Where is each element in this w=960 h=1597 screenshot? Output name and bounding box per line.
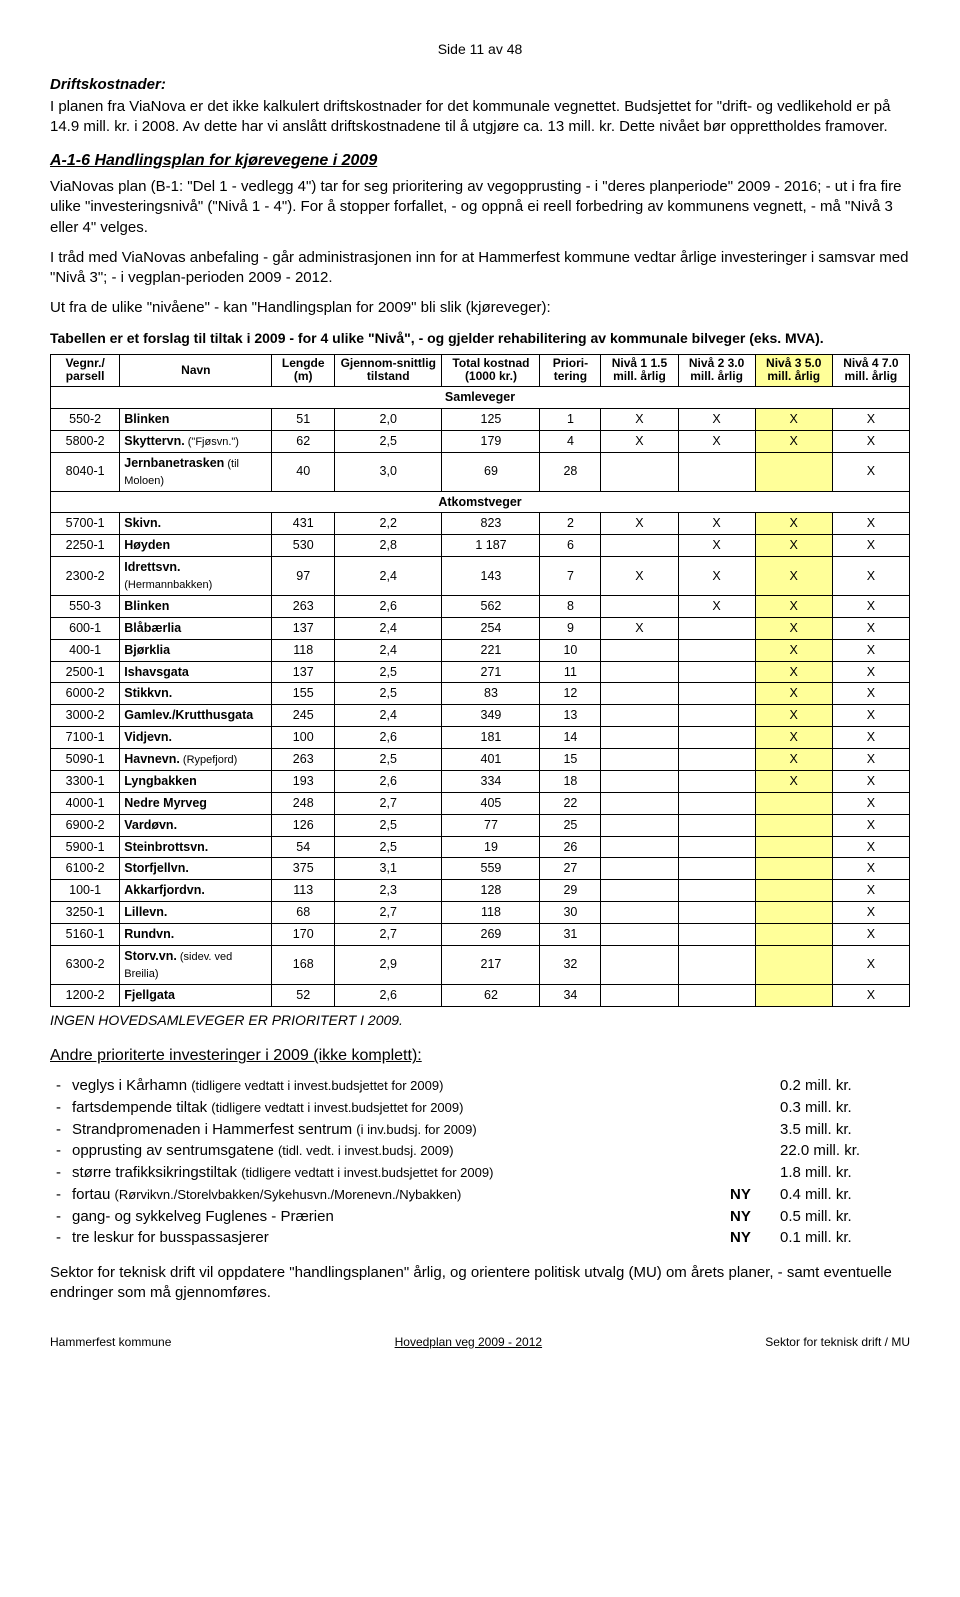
table-row: 2250-1Høyden5302,81 1876XXX xyxy=(51,535,910,557)
table-row: 5700-1Skivn.4312,28232XXXX xyxy=(51,513,910,535)
table-row: 3000-2Gamlev./Krutthusgata2452,434913XX xyxy=(51,705,910,727)
table-row: 4000-1Nedre Myrveg2482,740522X xyxy=(51,792,910,814)
table-header-row: Vegnr./ parsell Navn Lengde (m) Gjennom-… xyxy=(51,354,910,387)
investment-item: -tre leskur for busspassasjerer NY0.1 mi… xyxy=(56,1227,910,1249)
table-row: 6100-2Storfjellvn.3753,155927X xyxy=(51,858,910,880)
table-row: 600-1Blåbærlia1372,42549XXX xyxy=(51,617,910,639)
table-row: 6300-2Storv.vn. (sidev. ved Breilia)1682… xyxy=(51,945,910,984)
table-row: 2300-2Idrettsvn. (Hermannbakken)972,4143… xyxy=(51,557,910,596)
table-row: 6900-2Vardøvn.1262,57725X xyxy=(51,814,910,836)
table-row: 7100-1Vidjevn.1002,618114XX xyxy=(51,727,910,749)
col-kostnad: Total kostnad (1000 kr.) xyxy=(442,354,540,387)
section2-p2: I tråd med ViaNovas anbefaling - går adm… xyxy=(50,248,910,289)
table-row: 5160-1Rundvn.1702,726931X xyxy=(51,924,910,946)
col-tilstand: Gjennom-snittlig tilstand xyxy=(335,354,442,387)
col-vegnr: Vegnr./ parsell xyxy=(51,354,120,387)
col-niva3: Nivå 3 5.0 mill. årlig xyxy=(755,354,832,387)
table-row: 8040-1Jernbanetrasken (til Moloen)403,06… xyxy=(51,452,910,491)
footer-left: Hammerfest kommune xyxy=(50,1334,171,1350)
section2-p1: ViaNovas plan (B-1: "Del 1 - vedlegg 4")… xyxy=(50,177,910,238)
col-navn: Navn xyxy=(120,354,272,387)
table-row: 5800-2Skyttervn. ("Fjøsvn.")622,51794XXX… xyxy=(51,430,910,452)
col-niva4: Nivå 4 7.0 mill. årlig xyxy=(832,354,909,387)
investment-item: -veglys i Kårhamn (tidligere vedtatt i i… xyxy=(56,1075,910,1097)
table-note: INGEN HOVEDSAMLEVEGER ER PRIORITERT I 20… xyxy=(50,1011,910,1030)
section1-text: I planen fra ViaNova er det ikke kalkule… xyxy=(50,97,910,138)
investment-item: -gang- og sykkelveg Fuglenes - Prærien N… xyxy=(56,1206,910,1228)
closing-text: Sektor for teknisk drift vil oppdatere "… xyxy=(50,1263,910,1304)
investment-item: -fartsdempende tiltak (tidligere vedtatt… xyxy=(56,1097,910,1119)
table-row: 100-1Akkarfjordvn.1132,312829X xyxy=(51,880,910,902)
investments-heading: Andre prioriterte investeringer i 2009 (… xyxy=(50,1045,910,1067)
col-niva1: Nivå 1 1.5 mill. årlig xyxy=(601,354,678,387)
section1-title: Driftskostnader: xyxy=(50,75,910,95)
table-row: 6000-2Stikkvn.1552,58312XX xyxy=(51,683,910,705)
investment-item: -Strandpromenaden i Hammerfest sentrum (… xyxy=(56,1119,910,1141)
footer-right: Sektor for teknisk drift / MU xyxy=(765,1334,910,1350)
page-number: Side 11 av 48 xyxy=(50,40,910,59)
col-prioritering: Priori-tering xyxy=(540,354,601,387)
table-row: 5090-1Havnevn. (Rypefjord)2632,540115XX xyxy=(51,749,910,771)
roads-table: Vegnr./ parsell Navn Lengde (m) Gjennom-… xyxy=(50,354,910,1007)
col-lengde: Lengde (m) xyxy=(272,354,335,387)
table-group-row: Samleveger xyxy=(51,387,910,409)
table-group-row: Atkomstveger xyxy=(51,491,910,513)
section2-title: A-1-6 Handlingsplan for kjørevegene i 20… xyxy=(50,150,910,172)
section2-p3: Ut fra de ulike "nivåene" - kan "Handlin… xyxy=(50,298,910,318)
table-row: 3250-1Lillevn.682,711830X xyxy=(51,902,910,924)
table-intro: Tabellen er et forslag til tiltak i 2009… xyxy=(50,329,910,348)
table-row: 1200-2Fjellgata522,66234X xyxy=(51,984,910,1006)
investments-list: -veglys i Kårhamn (tidligere vedtatt i i… xyxy=(56,1075,910,1249)
table-row: 550-3Blinken2632,65628XXX xyxy=(51,595,910,617)
table-row: 5900-1Steinbrottsvn.542,51926X xyxy=(51,836,910,858)
footer-mid: Hovedplan veg 2009 - 2012 xyxy=(395,1334,542,1350)
table-row: 3300-1Lyngbakken1932,633418XX xyxy=(51,770,910,792)
col-niva2: Nivå 2 3.0 mill. årlig xyxy=(678,354,755,387)
investment-item: -opprusting av sentrumsgatene (tidl. ved… xyxy=(56,1140,910,1162)
investment-item: -større trafikksikringstiltak (tidligere… xyxy=(56,1162,910,1184)
table-row: 2500-1Ishavsgata1372,527111XX xyxy=(51,661,910,683)
investment-item: -fortau (Rørvikvn./Storelvbakken/Sykehus… xyxy=(56,1184,910,1206)
page-footer: Hammerfest kommune Hovedplan veg 2009 - … xyxy=(50,1334,910,1350)
table-row: 550-2Blinken512,01251XXXX xyxy=(51,409,910,431)
table-row: 400-1Bjørklia1182,422110XX xyxy=(51,639,910,661)
